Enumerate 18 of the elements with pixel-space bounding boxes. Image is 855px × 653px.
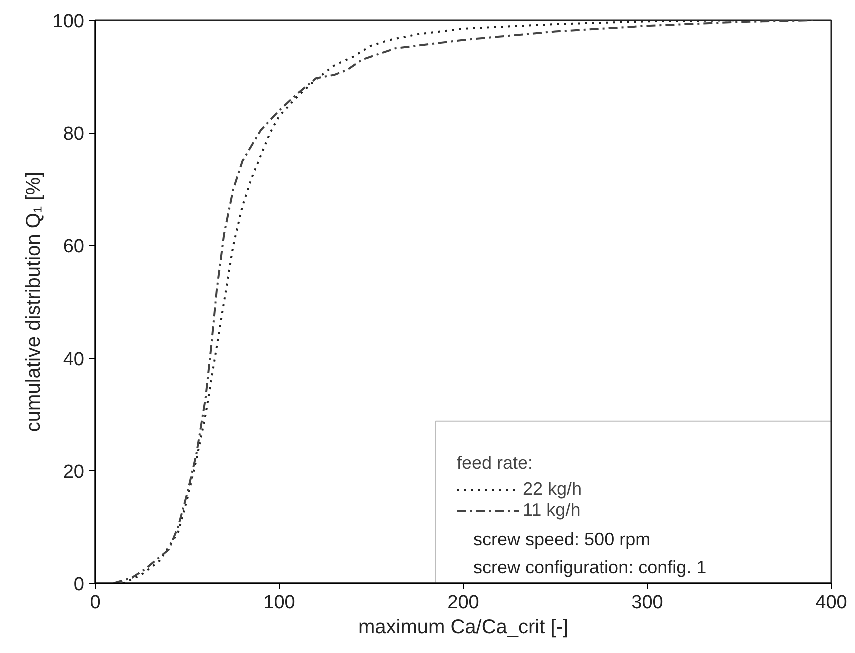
y-tick-label: 80 xyxy=(63,124,85,146)
legend-label: 11 kg/h xyxy=(523,500,581,521)
y-tick-label: 100 xyxy=(52,12,84,32)
x-tick-label: 200 xyxy=(448,592,480,614)
y-tick-label: 40 xyxy=(63,349,85,370)
x-tick-label: 400 xyxy=(816,592,848,614)
legend-label: 22 kg/h xyxy=(523,479,582,500)
y-tick-label: 20 xyxy=(63,462,85,483)
x-tick-label: 100 xyxy=(264,592,296,614)
annotation: screw speed: 500 rpm xyxy=(474,530,651,550)
y-axis-title: cumulative distribution Q₁ [%] xyxy=(22,172,45,432)
x-tick-label: 0 xyxy=(90,592,101,614)
y-tick-label: 0 xyxy=(74,574,85,596)
legend-title: feed rate: xyxy=(457,453,534,474)
x-tick-label: 300 xyxy=(632,592,664,614)
x-axis-title: maximum Ca/Ca_crit [-] xyxy=(358,616,569,638)
annotation: screw configuration: config. 1 xyxy=(474,558,707,578)
y-tick-label: 60 xyxy=(63,236,85,258)
